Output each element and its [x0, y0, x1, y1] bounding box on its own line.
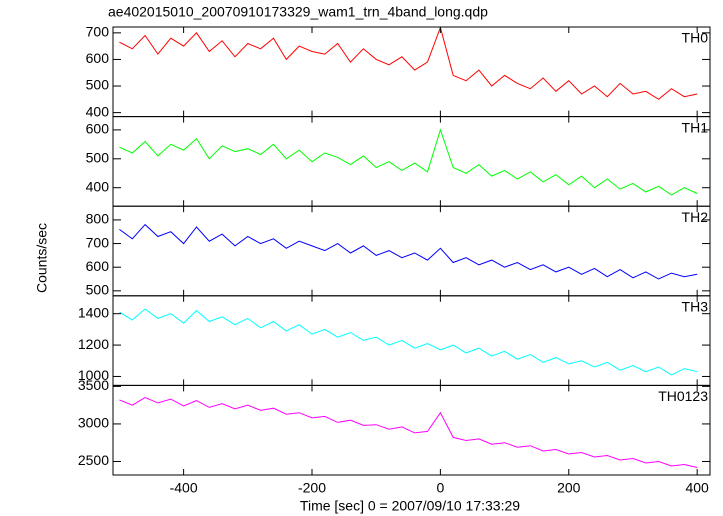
y-tick-label: 1400: [78, 304, 109, 320]
x-tick-label: 400: [685, 480, 709, 496]
chart-title: ae402015010_20070910173329_wam1_trn_4ban…: [108, 4, 488, 20]
data-line: [119, 27, 698, 100]
y-tick-label: 400: [86, 103, 110, 119]
x-tick-label: -200: [298, 480, 326, 496]
y-tick-label: 3000: [78, 415, 109, 431]
panel-label: TH1: [682, 119, 709, 135]
x-tick-label: 200: [557, 480, 581, 496]
x-tick-label: -400: [170, 480, 198, 496]
y-tick-label: 1200: [78, 336, 109, 352]
y-tick-label: 800: [86, 211, 110, 227]
data-line: [119, 128, 698, 196]
panel-label: TH0123: [658, 388, 708, 404]
panel-frame: [112, 384, 711, 476]
y-tick-label: 600: [86, 258, 110, 274]
panel-label: TH3: [682, 299, 709, 315]
panel-frame: [112, 205, 711, 297]
y-tick-label: 500: [86, 150, 110, 166]
panel-label: TH2: [682, 209, 709, 225]
data-line: [119, 223, 698, 280]
y-tick-label: 700: [86, 24, 110, 40]
data-line: [119, 397, 698, 468]
panel-frame: [112, 116, 711, 207]
x-tick-label: 0: [436, 480, 444, 496]
y-tick-label: 700: [86, 234, 110, 250]
panel-label: TH0: [682, 30, 709, 46]
y-tick-label: 500: [86, 77, 110, 93]
y-tick-label: 500: [86, 282, 110, 298]
y-tick-label: 400: [86, 178, 110, 194]
y-tick-label: 600: [86, 121, 110, 137]
y-tick-label: 3500: [78, 377, 109, 393]
data-line: [119, 308, 698, 376]
y-tick-label: 2500: [78, 452, 109, 468]
y-axis-label: Counts/sec: [34, 223, 50, 293]
x-axis-label: Time [sec] 0 = 2007/09/10 17:33:29: [300, 498, 520, 514]
y-tick-label: 1000: [78, 367, 109, 383]
y-tick-label: 600: [86, 50, 110, 66]
panel-frame: [112, 26, 711, 118]
panel-frame: [112, 295, 711, 386]
